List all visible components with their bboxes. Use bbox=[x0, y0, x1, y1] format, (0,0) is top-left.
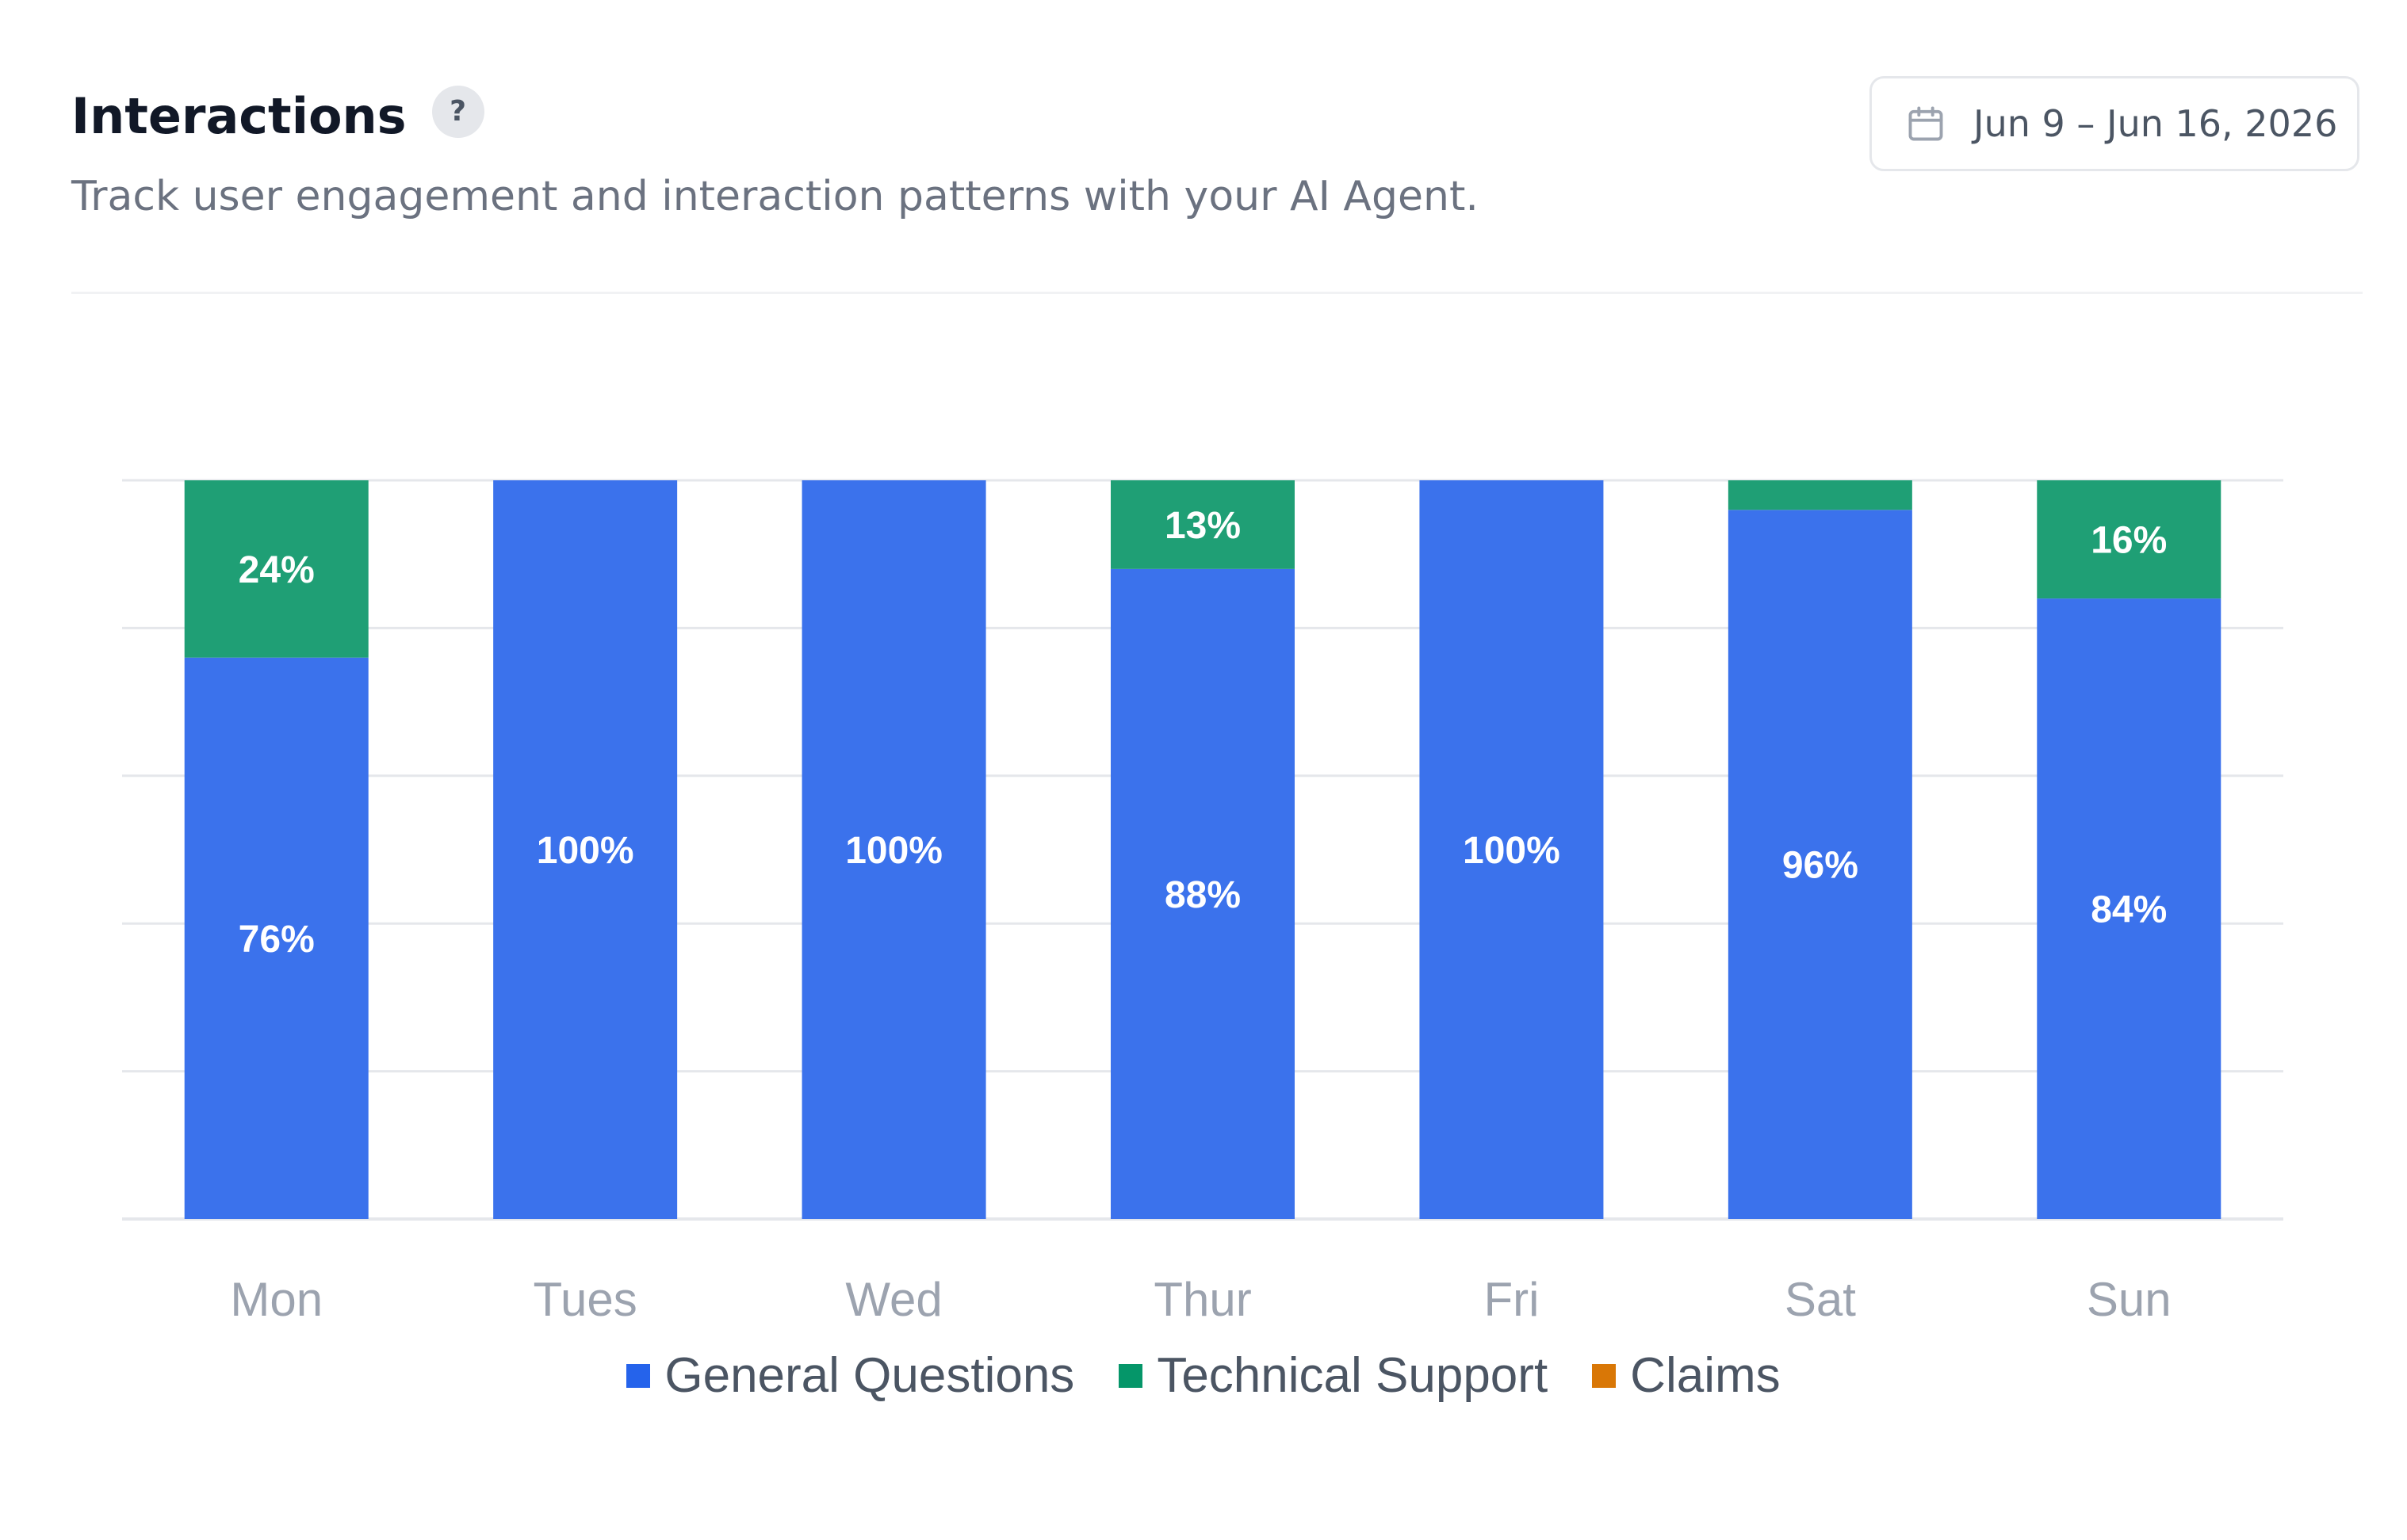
x-tick-label: Wed bbox=[845, 1273, 942, 1326]
bar-general-questions-thur[interactable] bbox=[1111, 568, 1295, 1219]
calendar-icon bbox=[1908, 106, 1943, 141]
legend-swatch-general-questions bbox=[626, 1363, 651, 1388]
data-label: 96% bbox=[1782, 845, 1858, 887]
data-label: 24% bbox=[239, 549, 315, 591]
x-tick-label: Thur bbox=[1154, 1273, 1251, 1326]
x-tick-label: Sat bbox=[1785, 1273, 1856, 1326]
bar-technical-support-sun[interactable] bbox=[2037, 480, 2221, 599]
x-tick-label: Sun bbox=[2087, 1273, 2172, 1326]
legend-label-claims: Claims bbox=[1630, 1348, 1781, 1403]
data-label: 76% bbox=[239, 919, 315, 961]
legend-label-technical-support: Technical Support bbox=[1157, 1348, 1548, 1403]
legend-item-technical-support[interactable]: Technical Support bbox=[1119, 1347, 1548, 1404]
bar-general-questions-mon[interactable] bbox=[184, 657, 369, 1219]
header-divider bbox=[71, 292, 2363, 294]
bar-general-questions-sat[interactable] bbox=[1728, 510, 1912, 1219]
bar-general-questions-wed[interactable] bbox=[802, 480, 986, 1219]
data-label: 13% bbox=[1165, 505, 1241, 547]
legend-item-claims[interactable]: Claims bbox=[1592, 1347, 1781, 1404]
data-label: 100% bbox=[845, 830, 943, 872]
bar-general-questions-tues[interactable] bbox=[493, 480, 678, 1219]
data-label: 84% bbox=[2091, 889, 2167, 931]
bar-general-questions-fri[interactable] bbox=[1419, 480, 1604, 1219]
date-range-text: Jun 9 – Jun 16, 2026 bbox=[1973, 102, 2338, 145]
chart-legend: General Questions Technical Support Clai… bbox=[0, 1347, 2407, 1404]
x-tick-label: Fri bbox=[1483, 1273, 1539, 1326]
bar-technical-support-mon[interactable] bbox=[184, 480, 369, 658]
legend-swatch-technical-support bbox=[1119, 1363, 1143, 1388]
page-subtitle: Track user engagement and interaction pa… bbox=[71, 173, 1479, 220]
legend-swatch-claims bbox=[1592, 1363, 1617, 1388]
help-icon[interactable]: ? bbox=[431, 85, 484, 138]
page-title: Interactions bbox=[71, 87, 407, 145]
x-tick-label: Mon bbox=[230, 1273, 323, 1326]
data-label: 100% bbox=[1463, 830, 1560, 872]
bar-general-questions-sun[interactable] bbox=[2037, 598, 2221, 1219]
legend-item-general-questions[interactable]: General Questions bbox=[626, 1347, 1074, 1404]
bar-technical-support-sat[interactable] bbox=[1728, 480, 1912, 510]
date-range-button[interactable]: Jun 9 – Jun 16, 2026 bbox=[1869, 76, 2359, 171]
title-row: Interactions ? bbox=[71, 85, 484, 145]
legend-label-general-questions: General Questions bbox=[664, 1348, 1075, 1403]
data-label: 16% bbox=[2091, 520, 2167, 562]
bar-technical-support-thur[interactable] bbox=[1111, 480, 1295, 569]
chart-header: Interactions ? Track user engagement and… bbox=[71, 71, 2363, 230]
data-label: 100% bbox=[537, 830, 634, 872]
data-label: 88% bbox=[1165, 874, 1241, 916]
x-tick-label: Tues bbox=[534, 1273, 637, 1326]
